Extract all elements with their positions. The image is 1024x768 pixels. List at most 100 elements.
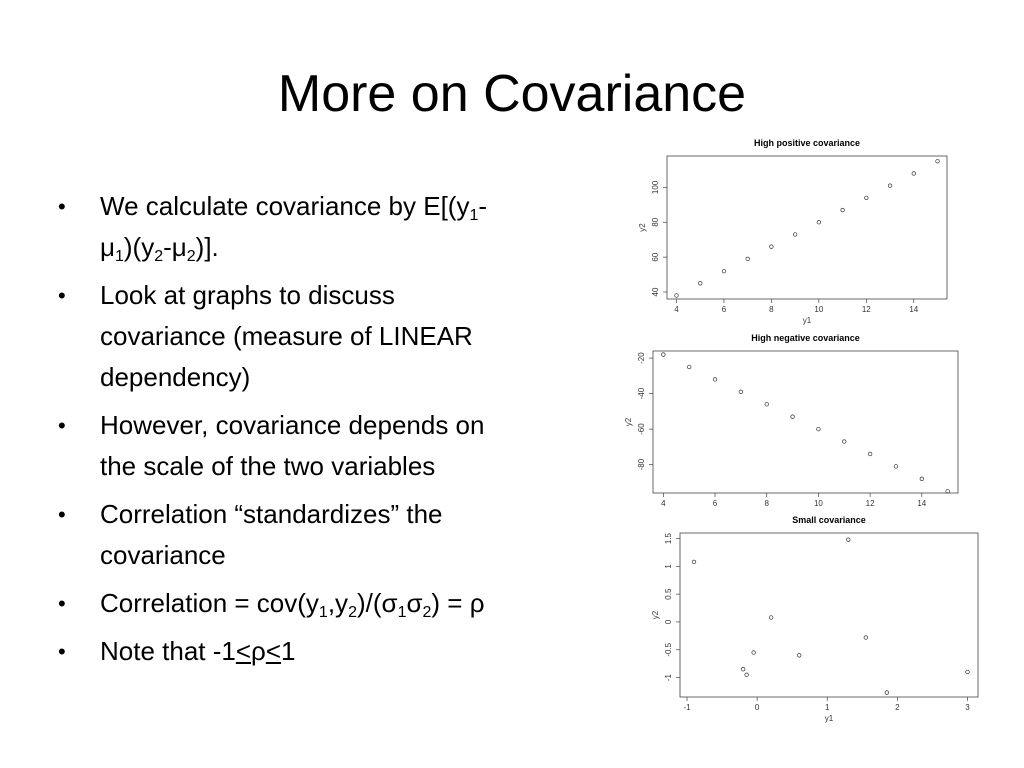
data-point — [712, 377, 718, 382]
bullet-dot: • — [58, 283, 66, 308]
data-point — [745, 256, 750, 262]
bullet-text: < — [265, 636, 282, 666]
chart-svg: High positive covariance 4 6 8 10 12 14 40 60 80 1… — [638, 138, 948, 325]
bullet-item: • Note that -1<ρ<1 — [58, 631, 498, 672]
x-tick-label: -1 — [683, 703, 691, 712]
chart-title: High positive covariance — [754, 138, 860, 148]
x-tick-label: 3 — [965, 703, 970, 712]
data-point — [797, 653, 802, 658]
x-tick-label: 6 — [713, 499, 718, 508]
data-point — [721, 268, 727, 274]
data-point — [744, 672, 749, 677]
bullet-text: ρ — [251, 636, 266, 666]
plot-frame — [652, 350, 959, 494]
data-point — [965, 669, 970, 675]
y-axis-label: y2 — [651, 610, 660, 619]
plot-frame — [679, 532, 979, 698]
data-point — [884, 690, 889, 695]
y-tick-label: 80 — [651, 217, 660, 226]
x-tick-label: 4 — [661, 499, 666, 508]
y-tick-label: -0.5 — [664, 642, 673, 656]
chart-title: High negative covariance — [751, 333, 860, 343]
bullet-text: However, covariance depends on the scale… — [100, 410, 485, 481]
data-point — [674, 293, 679, 298]
y-tick-label: -80 — [637, 458, 646, 470]
bullet-item: • Correlation “standardizes” the covarian… — [58, 494, 498, 576]
x-tick-label: 6 — [722, 305, 727, 314]
x-tick-label: 8 — [765, 499, 770, 508]
data-point — [769, 244, 774, 249]
bullet-text: σ — [406, 588, 423, 618]
data-point — [751, 650, 756, 655]
bullet-text: )(y — [123, 232, 155, 262]
bullet-list: • We calculate covariance by E[(y1-μ1)(y2… — [58, 186, 498, 679]
chart-svg: High negative covariance 4 6 8 10 12 14 -20 -40 -… — [625, 333, 959, 508]
chart-small-covariance: Small covariance -1 0 1 2 3 1.5 1 0.5 0 -0.5 -1 y1 y2 — [635, 512, 985, 727]
bullet-text: Correlation = cov(y — [100, 588, 319, 618]
bullet-text: -μ — [100, 191, 488, 262]
slide-title: More on Covariance — [277, 65, 747, 123]
bullet-text: Correlation “standardizes” the covarianc… — [100, 499, 443, 570]
bullet-text: 1 — [397, 604, 407, 621]
bullet-item: • Look at graphs to discuss covariance (m… — [58, 275, 498, 398]
y-tick-label: 0 — [664, 619, 673, 624]
bullet-text: 1 — [281, 636, 296, 666]
data-point — [935, 159, 940, 164]
data-point — [691, 559, 697, 565]
bullet-text: 1 — [114, 248, 124, 265]
x-tick-label: 14 — [917, 499, 926, 508]
data-point — [698, 281, 703, 286]
chart-svg: Small covariance -1 0 1 2 3 1.5 1 0.5 0 -0.5 -1 y1 y2 — [651, 515, 979, 723]
data-point — [816, 426, 821, 432]
bullet-text: ) = ρ — [431, 588, 485, 618]
x-tick-label: 1 — [825, 703, 830, 712]
bullet-item: • Correlation = cov(y1,y2)/(σ1σ2) = ρ — [58, 583, 498, 624]
x-tick-label: 10 — [814, 305, 823, 314]
bullet-text: )/(σ — [356, 588, 398, 618]
data-point — [846, 537, 851, 542]
x-tick-label: 12 — [866, 499, 875, 508]
x-tick-label: 8 — [769, 305, 774, 314]
bullet-dot: • — [58, 591, 66, 616]
x-tick-label: 10 — [814, 499, 823, 508]
chart-negative-covariance: High negative covariance 4 6 8 10 12 14 -20 -40 -… — [625, 330, 965, 510]
y-tick-label: 1.5 — [664, 532, 673, 544]
bullet-text: 1 — [469, 207, 479, 224]
x-tick-label: 14 — [909, 305, 918, 314]
bullet-dot: • — [58, 413, 66, 438]
bullet-text: )]. — [195, 232, 219, 262]
bullet-text: 1 — [318, 604, 328, 621]
bullet-text: -μ — [163, 232, 187, 262]
bullet-item: • However, covariance depends on the scal… — [58, 405, 498, 487]
data-point — [740, 667, 746, 672]
x-tick-label: 2 — [895, 703, 900, 712]
y-tick-label: -1 — [664, 673, 673, 681]
y-tick-label: 0.5 — [664, 588, 673, 600]
y-axis-label: y2 — [625, 417, 633, 426]
bullet-item: • We calculate covariance by E[(y1-μ1)(y2… — [58, 186, 498, 268]
data-point — [661, 352, 666, 357]
y-tick-label: -60 — [637, 423, 646, 435]
data-point — [864, 195, 869, 201]
bullet-text: 2 — [422, 604, 432, 621]
y-tick-label: 100 — [651, 180, 660, 194]
bullet-text: Note that -1 — [100, 636, 236, 666]
y-tick-label: 40 — [651, 287, 660, 296]
data-point — [867, 451, 873, 457]
data-point — [863, 635, 868, 640]
bullet-text: < — [235, 636, 252, 666]
data-point — [893, 464, 899, 469]
data-point — [919, 476, 924, 481]
bullet-text: ,y — [327, 588, 349, 618]
chart-positive-covariance: High positive covariance 4 6 8 10 12 14 40 60 80 1… — [620, 134, 955, 329]
x-tick-label: 4 — [674, 305, 679, 314]
x-axis-label: y1 — [825, 714, 834, 723]
x-tick-label: 0 — [755, 703, 760, 712]
bullet-text: Look at graphs to discuss covariance (me… — [100, 280, 473, 392]
x-axis-label: y1 — [803, 316, 812, 325]
bullet-dot: • — [58, 639, 66, 664]
bullet-text: 2 — [154, 248, 164, 265]
plot-frame — [666, 155, 948, 300]
chart-title: Small covariance — [792, 515, 866, 525]
bullet-text: 2 — [348, 604, 357, 621]
